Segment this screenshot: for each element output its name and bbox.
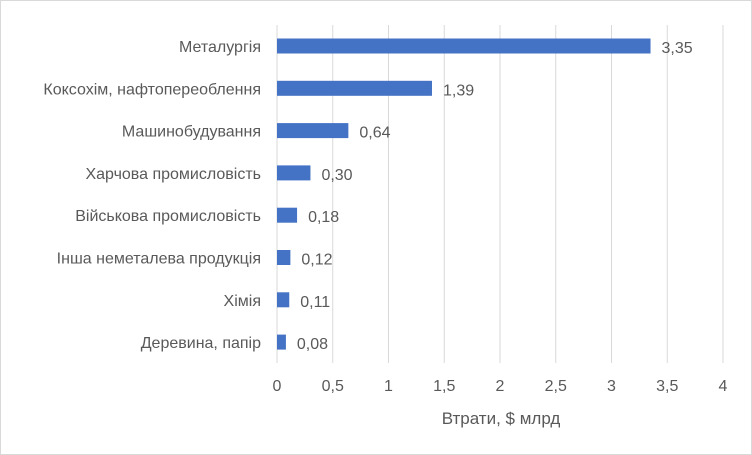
category-label: Машинобудування [122, 124, 261, 141]
bar [277, 250, 291, 265]
category-label: Військова промисловість [75, 208, 261, 225]
value-label: 0,08 [297, 336, 328, 353]
bar [277, 334, 286, 350]
bar [277, 38, 651, 54]
x-tick-label: 3 [607, 378, 616, 395]
x-tick-labels: 0 0,5 1 1,5 2 2,5 3 3,5 4 [273, 378, 728, 395]
bar [277, 80, 432, 96]
bar [277, 292, 290, 308]
x-axis-title: Втрати, $ млрд [442, 409, 561, 428]
value-label: 0,12 [301, 252, 332, 269]
x-tick-label: 0 [273, 378, 282, 395]
value-label: 1,39 [443, 82, 474, 99]
bars [277, 38, 651, 350]
category-label: Інша неметалева продукція [57, 251, 261, 268]
category-label: Металургія [179, 39, 261, 56]
category-labels: Металургія Коксохім, нафтопереоблення Маши… [43, 39, 261, 352]
value-label: 3,35 [662, 40, 693, 57]
x-tick-label: 4 [719, 378, 728, 395]
gridlines [276, 25, 724, 363]
category-label: Харчова промисловість [85, 166, 261, 183]
bar [277, 123, 349, 139]
value-label: 0,11 [300, 294, 330, 311]
value-label: 0,30 [321, 167, 352, 184]
x-tick-label: 1 [384, 378, 393, 395]
x-tick-label: 0,5 [322, 378, 344, 395]
x-tick-label: 3,5 [656, 378, 678, 395]
value-labels: 3,35 1,39 0,64 0,30 0,18 0,12 0,11 0,08 [297, 40, 693, 353]
value-label: 0,64 [359, 125, 390, 142]
category-label: Деревина, папір [141, 335, 261, 352]
x-tick-label: 2 [496, 378, 505, 395]
category-label: Хімія [224, 293, 261, 310]
x-tick-label: 2,5 [545, 378, 567, 395]
category-label: Коксохім, нафтопереоблення [43, 81, 261, 98]
value-label: 0,18 [308, 209, 339, 226]
x-tick-label: 1,5 [433, 378, 455, 395]
bar [277, 165, 311, 181]
bar [277, 207, 298, 223]
